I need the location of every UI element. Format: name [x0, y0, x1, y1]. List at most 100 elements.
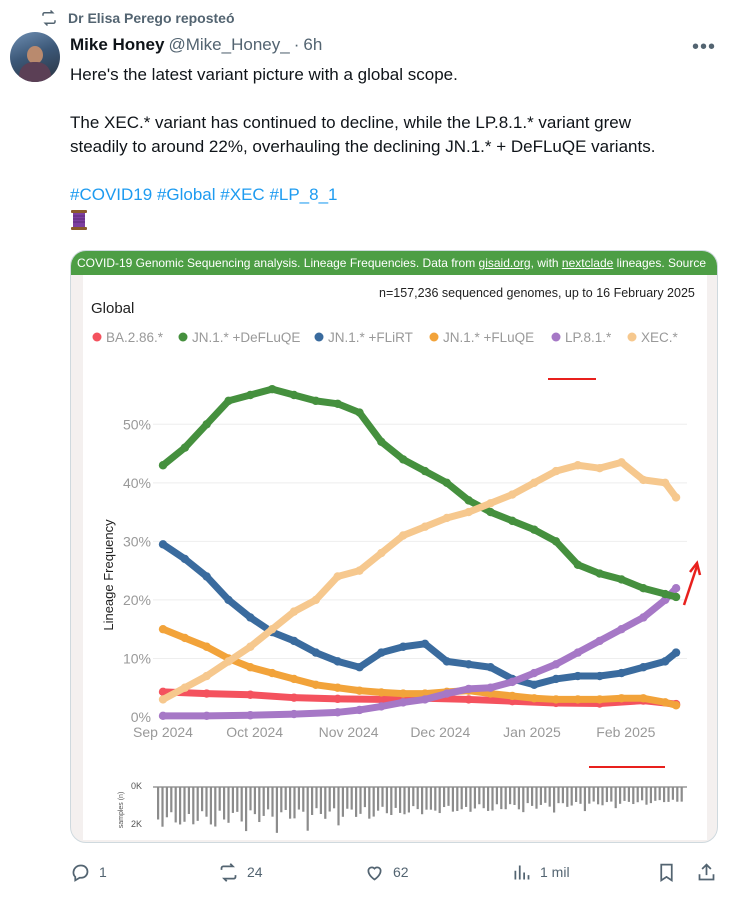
author-name[interactable]: Mike Honey — [70, 35, 165, 54]
data-point — [289, 693, 299, 702]
sample-bar — [597, 787, 600, 805]
y-tick-label: 20% — [123, 592, 151, 608]
legend-label: XEC.* — [641, 330, 679, 345]
repost-icon — [220, 862, 237, 882]
data-point — [377, 702, 386, 711]
samples-tick-label: 2K — [131, 819, 142, 829]
time-separator: · — [293, 35, 300, 54]
samples-tick-label: 0K — [131, 781, 142, 791]
data-point — [529, 478, 539, 488]
bookmark-button[interactable] — [656, 862, 677, 883]
data-point — [311, 595, 321, 605]
data-point — [508, 490, 517, 499]
lineage-frequency-chart: n=157,236 sequenced genomes, up to 16 Fe… — [91, 286, 695, 833]
sample-bar — [394, 787, 397, 808]
data-point — [180, 633, 190, 643]
data-point — [529, 680, 539, 689]
sample-bar — [311, 787, 314, 815]
data-point — [551, 674, 561, 684]
tweet-text-line: Here's the latest variant picture with a… — [70, 65, 458, 84]
sample-bar — [561, 787, 564, 804]
data-point — [246, 613, 255, 622]
y-tick-label: 30% — [123, 533, 151, 549]
data-point — [180, 554, 190, 564]
data-point — [289, 636, 299, 646]
data-point — [158, 687, 168, 697]
sample-bar — [350, 787, 353, 810]
sample-bar — [359, 787, 362, 814]
repost-count: 24 — [247, 864, 263, 880]
sample-bar — [535, 787, 538, 809]
media-image[interactable]: COVID-19 Genomic Sequencing analysis. Li… — [70, 250, 718, 843]
sample-bar — [249, 787, 252, 811]
data-point — [551, 466, 561, 476]
reply-button[interactable]: 1 — [70, 862, 107, 883]
sample-bar — [328, 787, 331, 812]
sample-bar — [654, 787, 657, 801]
hashtag-link[interactable]: #COVID19 — [70, 185, 153, 204]
data-point — [508, 677, 517, 687]
like-count: 62 — [393, 864, 409, 880]
data-point — [529, 525, 539, 534]
tweet-time[interactable]: 6h — [303, 35, 323, 54]
sample-bar — [588, 787, 591, 804]
data-point — [180, 683, 190, 692]
avatar[interactable] — [10, 32, 60, 82]
repost-indicator[interactable]: Dr Elisa Perego reposteó — [40, 8, 235, 28]
x-tick-label: Nov 2024 — [319, 724, 379, 740]
reply-count: 1 — [99, 864, 107, 880]
repost-button[interactable]: 24 — [218, 862, 263, 883]
legend-item: JN.1.* +DeFLuQE — [178, 330, 300, 345]
data-point — [595, 695, 604, 704]
data-point — [639, 584, 648, 593]
sample-bar — [205, 787, 208, 817]
hashtag-link[interactable]: #Global — [156, 185, 216, 204]
sample-bar — [258, 787, 261, 823]
samples-axis-label: samples (n) — [118, 792, 125, 829]
data-point — [333, 572, 342, 581]
data-point — [377, 688, 386, 697]
data-point — [551, 660, 561, 669]
reply-icon — [72, 864, 89, 882]
data-point — [202, 689, 211, 698]
sample-bar — [170, 787, 173, 813]
data-point — [486, 663, 495, 672]
hashtag-link[interactable]: #LP_8_1 — [269, 185, 338, 204]
chart-title: Global — [91, 300, 134, 317]
sample-bar — [495, 787, 498, 805]
sample-bar — [645, 787, 648, 805]
more-options-icon[interactable]: ••• — [691, 36, 716, 58]
sample-bar — [289, 787, 292, 819]
legend-marker — [314, 332, 324, 342]
sample-bar — [275, 787, 278, 833]
hashtag-link[interactable]: #XEC — [220, 185, 265, 204]
data-point — [289, 709, 299, 719]
sample-bar — [601, 787, 604, 806]
sample-bar — [579, 787, 582, 804]
data-point — [355, 566, 364, 575]
views-button[interactable]: 1 mil — [511, 862, 570, 883]
heart-icon — [367, 866, 382, 881]
like-button[interactable]: 62 — [364, 862, 409, 883]
sample-bar — [473, 787, 476, 809]
sample-bar — [557, 787, 560, 804]
data-point — [660, 657, 670, 666]
x-tick-label: Sep 2024 — [133, 724, 193, 740]
sample-bar — [179, 787, 182, 825]
legend-item: JN.1.* +FLuQE — [429, 330, 534, 345]
data-point — [639, 613, 648, 622]
data-point — [333, 683, 342, 692]
share-button[interactable] — [696, 862, 717, 883]
data-point — [377, 548, 386, 558]
legend-item: LP.8.1.* — [551, 330, 612, 345]
data-point — [595, 569, 604, 578]
legend-label: JN.1.* +FLiRT — [328, 330, 413, 345]
data-point — [420, 466, 430, 476]
sample-bar — [676, 787, 679, 802]
sample-bar — [649, 787, 652, 804]
sample-bar — [161, 787, 164, 827]
data-point — [355, 663, 364, 672]
author-handle[interactable]: @Mike_Honey_ — [168, 35, 290, 54]
data-point — [420, 639, 430, 649]
sample-bar — [566, 787, 569, 807]
